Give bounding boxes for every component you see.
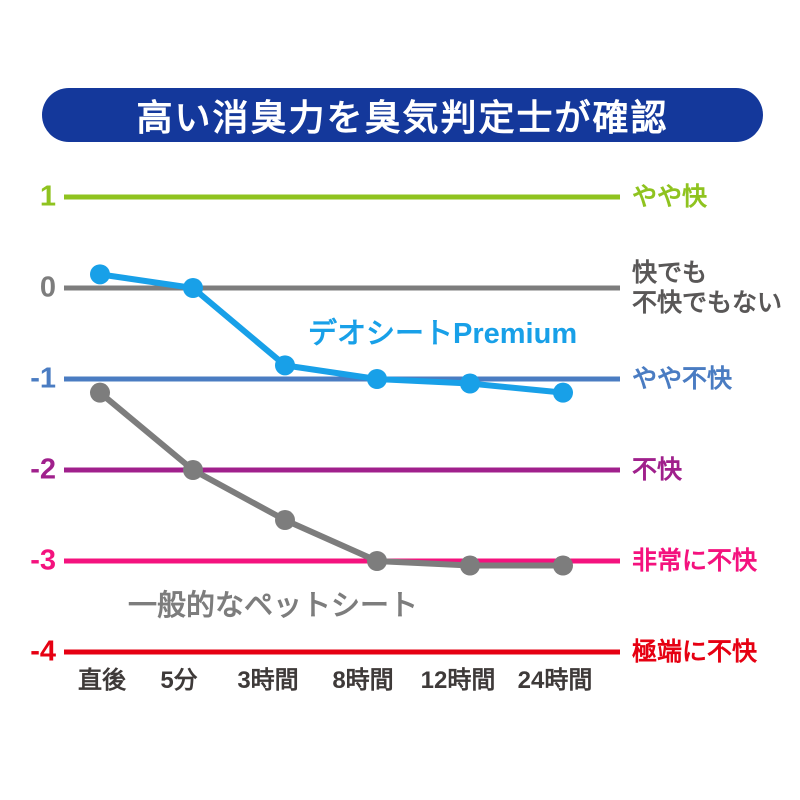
title-text: 高い消臭力を臭気判定士が確認: [136, 97, 669, 138]
series-point: [90, 382, 110, 403]
y-axis-tick-label: -4: [30, 635, 56, 668]
scale-label: 極端に不快: [632, 638, 758, 666]
series-point: [367, 369, 387, 389]
y-axis-tick-label: 1: [39, 180, 56, 213]
y-axis-tick-label: -3: [30, 544, 56, 577]
series-point: [183, 460, 203, 480]
y-axis-tick-label: -2: [30, 453, 56, 486]
scale-label: やや不快: [632, 365, 733, 393]
x-axis-label: 8時間: [332, 667, 394, 694]
scale-label: 不快: [632, 456, 683, 484]
series-point: [275, 355, 295, 376]
series-point: [183, 278, 203, 298]
x-axis-label: 24時間: [517, 667, 593, 694]
y-axis-tick-label: -1: [30, 362, 56, 395]
scale-label: やや快: [632, 183, 708, 211]
series-line: [97, 271, 566, 396]
y-axis-tick-label: 0: [39, 271, 56, 304]
series-point: [553, 555, 573, 576]
x-axis-label: 12時間: [420, 667, 496, 694]
series-point: [90, 264, 110, 285]
series-name-annotation: デオシートPremium: [308, 318, 578, 350]
series-point: [460, 555, 480, 576]
title-banner: 高い消臭力を臭気判定士が確認: [42, 88, 763, 142]
scale-label: 快でも 不快でもない: [632, 259, 783, 317]
x-axis-label: 3時間: [237, 667, 299, 694]
series-point: [275, 510, 295, 531]
series-line: [97, 389, 566, 569]
scale-label: 非常に不快: [632, 547, 758, 575]
series-name-annotation: 一般的なペットシート: [128, 590, 419, 622]
series-point: [460, 373, 480, 394]
series-point: [367, 551, 387, 571]
x-axis-label: 5分: [160, 667, 198, 694]
x-axis-label: 直後: [78, 667, 126, 694]
series-point: [553, 382, 573, 403]
